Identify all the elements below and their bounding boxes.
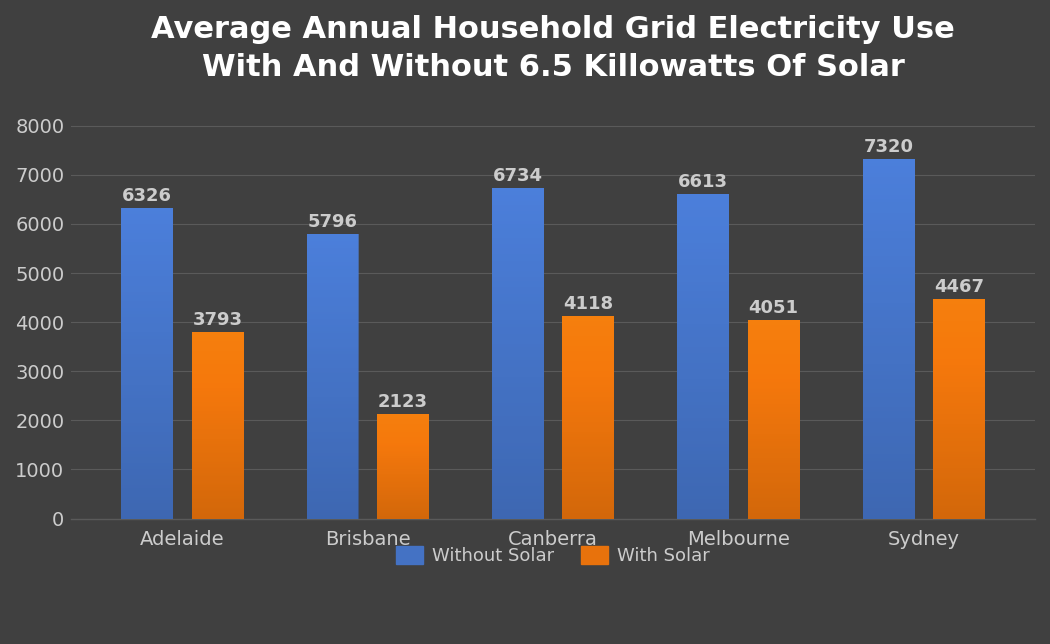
Text: 3793: 3793: [192, 312, 243, 329]
Text: 5796: 5796: [308, 213, 358, 231]
Bar: [677, 194, 729, 518]
Text: 4467: 4467: [934, 278, 984, 296]
Bar: [121, 208, 173, 518]
Bar: [377, 414, 428, 518]
Bar: [748, 319, 800, 518]
Legend: Without Solar, With Solar: Without Solar, With Solar: [388, 538, 717, 572]
Text: 2123: 2123: [378, 393, 428, 412]
Text: 6326: 6326: [122, 187, 172, 205]
Bar: [492, 188, 544, 518]
Bar: [192, 332, 244, 518]
Text: 4118: 4118: [563, 296, 613, 314]
Text: 6613: 6613: [678, 173, 729, 191]
Bar: [307, 234, 358, 518]
Bar: [933, 299, 985, 518]
Text: 7320: 7320: [863, 138, 914, 156]
Text: 6734: 6734: [492, 167, 543, 185]
Bar: [863, 159, 915, 518]
Title: Average Annual Household Grid Electricity Use
With And Without 6.5 Killowatts Of: Average Annual Household Grid Electricit…: [151, 15, 954, 82]
Bar: [563, 316, 614, 518]
Text: 4051: 4051: [749, 299, 799, 317]
